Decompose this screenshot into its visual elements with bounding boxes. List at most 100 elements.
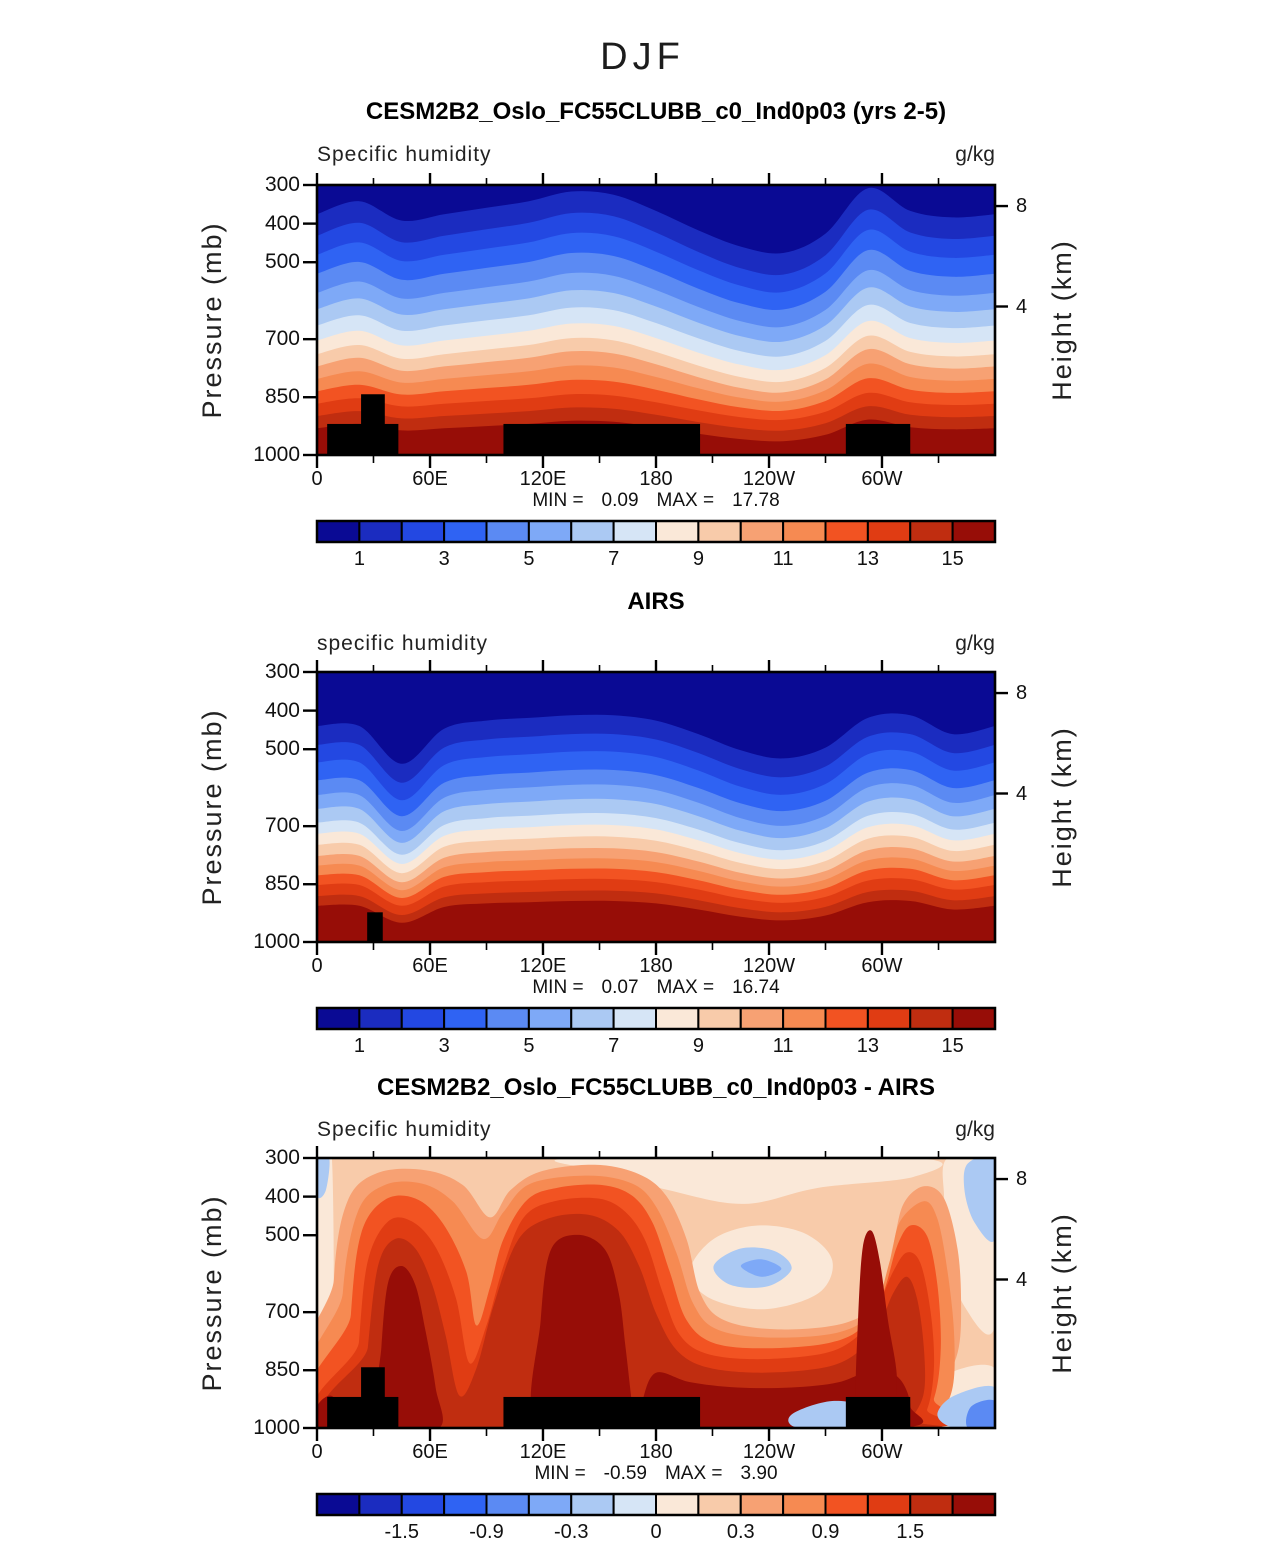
y-left-tick-label: 500 (264, 250, 300, 274)
colorbar-tick-label: 7 (608, 548, 620, 570)
colorbar-tick-label: 9 (692, 548, 704, 570)
terrain-block (503, 1396, 701, 1428)
y-right-tick-label: 4 (1016, 295, 1028, 318)
colorbar-cell (485, 1493, 530, 1516)
difference-region (554, 1158, 943, 1204)
colorbar-tick-label: -0.9 (469, 1521, 504, 1543)
colorbar-cell (400, 1493, 446, 1516)
contour-plot (317, 185, 995, 455)
colorbar-cell (485, 1007, 530, 1030)
max-value: 17.78 (732, 490, 780, 511)
x-tick-label: 60E (412, 468, 448, 490)
y-left-tick-label: 400 (264, 211, 300, 235)
min-value: 0.09 (601, 490, 639, 511)
colorbar-tick-label: 1.5 (896, 1521, 925, 1543)
colorbar-border (315, 519, 997, 544)
max-label: MAX = (664, 1463, 723, 1484)
colorbar-border (315, 1492, 997, 1517)
contour-plot (317, 1158, 995, 1428)
axes-frame (303, 1146, 1008, 1441)
y-right-tick-label: 4 (1016, 1268, 1028, 1291)
min-label: MIN = (532, 977, 584, 998)
colorbar-cell (570, 520, 615, 543)
x-tick-label: 0 (311, 955, 323, 977)
colorbar-cell (358, 1493, 403, 1516)
colorbar-tick-label: 15 (941, 548, 964, 570)
colorbar-cell (612, 1493, 657, 1516)
colorbar (315, 1006, 997, 1031)
colorbar-cell (358, 1007, 403, 1030)
colorbar-tick-label: 9 (692, 1035, 704, 1057)
y-left-tick-label: 500 (264, 737, 300, 761)
colorbar-cell (782, 520, 827, 543)
difference-region (374, 1265, 443, 1428)
colorbar-tick-label: 7 (608, 1035, 620, 1057)
x-tick-label: 120E (519, 1441, 567, 1463)
y-left-tick-label: 300 (264, 173, 300, 196)
colorbar-cell (316, 1007, 361, 1030)
plot-border (315, 670, 997, 944)
colorbar-cell (316, 520, 361, 543)
colorbar-tick-label: 11 (772, 548, 794, 570)
units-label: g/kg (955, 1118, 995, 1141)
colorbar-cell (485, 520, 530, 543)
y-right-tick-label: 8 (1016, 195, 1028, 218)
y-left-tick-label: 850 (264, 385, 300, 409)
colorbar (315, 1492, 997, 1517)
colorbar-cell (443, 1493, 488, 1516)
colorbar-cell (824, 520, 869, 543)
colorbar-cell (824, 1007, 869, 1030)
colorbar-tick-label: 5 (523, 1035, 535, 1057)
terrain-block (367, 912, 383, 942)
colorbar-cell (316, 1493, 361, 1516)
colorbar-tick-label: 5 (523, 548, 535, 570)
plot-border (315, 183, 997, 457)
y-left-tick-label: 300 (264, 1146, 300, 1169)
difference-region (855, 1230, 897, 1422)
terrain-block (845, 423, 911, 455)
colorbar-cell (527, 520, 573, 543)
max-label: MAX = (656, 490, 715, 511)
terrain-block (361, 1367, 385, 1428)
colorbar (315, 519, 997, 544)
minmax-row: MIN = 0.07 MAX = 16.74 (317, 977, 995, 999)
difference-region (966, 1399, 995, 1428)
min-label: MIN = (534, 1463, 586, 1484)
colorbar-cell (358, 520, 403, 543)
colorbar-tick-label: -1.5 (384, 1521, 419, 1543)
colorbar-cell (782, 1493, 827, 1516)
colorbar-cell (951, 1007, 996, 1030)
minmax-row: MIN = 0.09 MAX = 17.78 (317, 490, 995, 512)
x-tick-label: 60W (861, 1441, 903, 1463)
x-tick-label: 120W (742, 1441, 796, 1463)
difference-region (963, 1158, 995, 1242)
x-tick-label: 60W (861, 955, 903, 977)
colorbar-cell (527, 1007, 573, 1030)
field-label: Specific humidity (317, 1118, 492, 1141)
x-tick-label: 120W (742, 468, 796, 490)
colorbar-tick-label: 13 (856, 548, 879, 570)
panel-title: CESM2B2_Oslo_FC55CLUBB_c0_Ind0p03 (yrs 2… (365, 98, 947, 125)
colorbar-cell (739, 520, 785, 543)
y-right-tick-label: 4 (1016, 782, 1028, 805)
colorbar-cell (739, 1007, 785, 1030)
colorbar-tick-label: -0.3 (554, 1521, 589, 1543)
colorbar-cell (655, 520, 700, 543)
colorbar-cell (697, 520, 742, 543)
field-label: specific humidity (317, 632, 489, 655)
y-left-tick-label: 1000 (253, 1416, 300, 1439)
colorbar-cell (866, 1007, 912, 1030)
y-left-tick-label: 1000 (253, 930, 300, 953)
colorbar-tick-label: 0.3 (726, 1521, 755, 1543)
difference-region (530, 1234, 643, 1428)
min-value: 0.07 (601, 977, 639, 998)
units-label: g/kg (955, 143, 995, 166)
colorbar-cell (739, 1493, 785, 1516)
min-value: -0.59 (603, 1463, 647, 1484)
y-left-tick-label: 700 (264, 1300, 300, 1324)
colorbar-cell (655, 1493, 700, 1516)
x-tick-label: 60E (412, 955, 448, 977)
panel-title: AIRS (627, 588, 685, 615)
y-right-tick-label: 8 (1016, 1168, 1028, 1191)
colorbar-cell (655, 1007, 700, 1030)
